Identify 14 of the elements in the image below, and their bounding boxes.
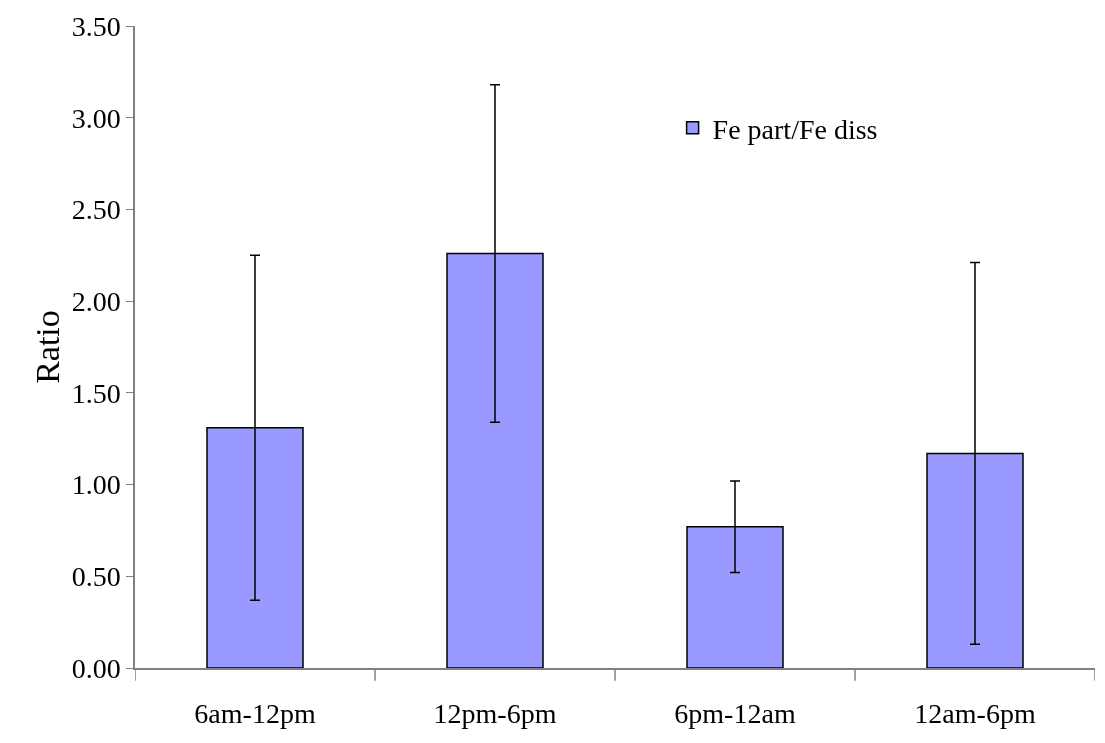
x-tick-label: 6am-12pm [194,698,316,730]
y-tick-label: 2.00 [71,285,121,317]
y-tick-label: 2.50 [71,194,121,226]
legend-label: Fe part/Fe diss [712,113,878,145]
y-tick-label: 0.50 [71,561,121,593]
y-tick-label: 1.50 [71,377,121,409]
x-tick-label: 12am-6pm [914,698,1036,730]
x-tick-label: 6pm-12am [674,698,796,730]
y-tick-label: 3.00 [71,102,121,134]
y-tick-label: 1.00 [71,469,121,501]
y-tick-label: 0.00 [71,652,121,684]
y-axis-title: Ratio [28,310,66,384]
y-tick-label: 3.50 [71,10,121,42]
x-tick-label: 12pm-6pm [433,698,557,730]
